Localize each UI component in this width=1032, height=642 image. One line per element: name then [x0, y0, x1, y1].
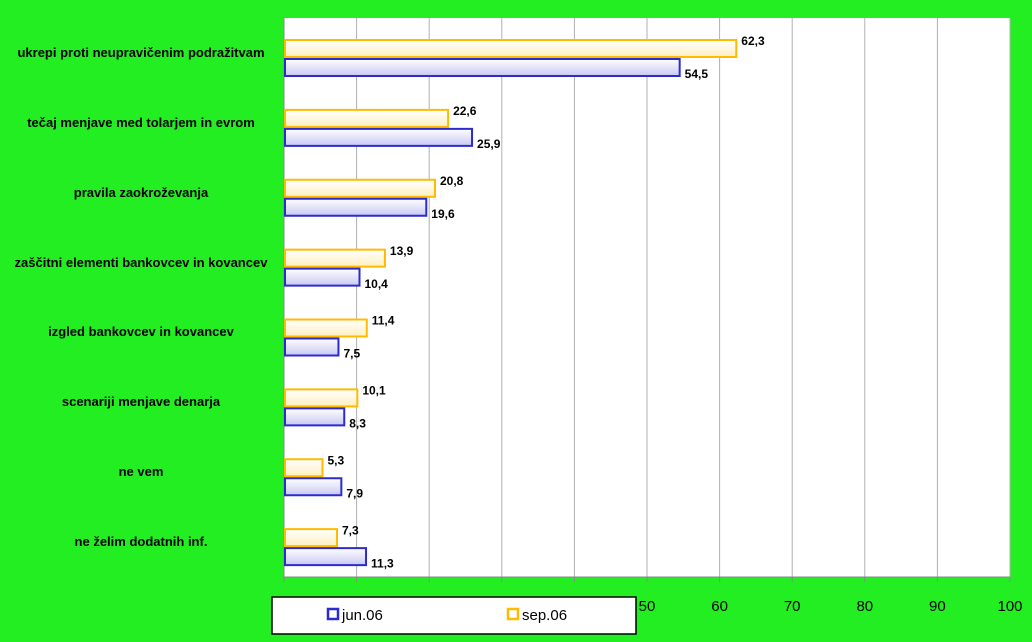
y-tick-label: scenariji menjave denarja — [61, 394, 221, 410]
y-tick-label: tečaj menjave med tolarjem in evrom — [27, 114, 255, 130]
value-label: 7,3 — [342, 523, 359, 537]
bar — [284, 127, 474, 147]
value-label: 19,6 — [431, 207, 455, 221]
x-tick-label: 90 — [929, 598, 946, 615]
bar — [284, 528, 338, 548]
legend-swatch — [326, 607, 340, 621]
y-tick-label: ne želim dodatnih inf. — [74, 534, 208, 550]
value-label: 20,8 — [440, 174, 464, 188]
value-label: 8,3 — [349, 417, 366, 431]
bar — [284, 108, 450, 128]
bar — [284, 39, 738, 58]
bar — [284, 248, 386, 268]
value-label: 54,5 — [685, 67, 709, 81]
bar — [284, 318, 368, 338]
value-label: 25,9 — [477, 137, 501, 151]
value-label: 22,6 — [453, 104, 477, 118]
x-tick-label: 80 — [856, 598, 873, 615]
y-tick-label: izgled bankovcev in kovancev — [48, 324, 234, 340]
bar — [284, 337, 340, 357]
bar — [284, 458, 324, 478]
value-label: 62,3 — [741, 34, 765, 48]
value-label: 7,5 — [343, 347, 360, 361]
legend-swatch — [506, 607, 520, 621]
y-tick-label: ukrepi proti neupravičenim podražitvam — [17, 44, 265, 60]
y-tick-label: pravila zaokroževanja — [73, 184, 209, 200]
value-label: 10,1 — [362, 384, 386, 398]
value-label: 7,9 — [346, 486, 363, 500]
x-tick-label: 50 — [639, 598, 656, 615]
value-label: 5,3 — [327, 453, 344, 467]
bar — [284, 178, 437, 198]
y-tick-label: ne vem — [118, 464, 164, 480]
y-tick-label: zaščitni elementi bankovcev in kovancev — [14, 254, 268, 270]
x-tick-label: 100 — [997, 598, 1022, 615]
bar — [284, 407, 346, 427]
legend-label: jun.06 — [341, 607, 383, 624]
legend-label: sep.06 — [522, 607, 567, 624]
bar — [284, 477, 343, 497]
bar — [284, 388, 359, 408]
legend — [271, 596, 637, 635]
value-label: 10,4 — [365, 277, 389, 291]
value-label: 11,4 — [372, 314, 395, 328]
x-tick-label: 70 — [784, 598, 801, 615]
x-tick-label: 60 — [711, 598, 728, 615]
bar — [284, 58, 681, 77]
bar — [284, 197, 428, 217]
value-label: 13,9 — [390, 244, 414, 258]
bar — [284, 547, 368, 567]
bar — [284, 267, 361, 287]
value-label: 11,3 — [371, 556, 394, 570]
